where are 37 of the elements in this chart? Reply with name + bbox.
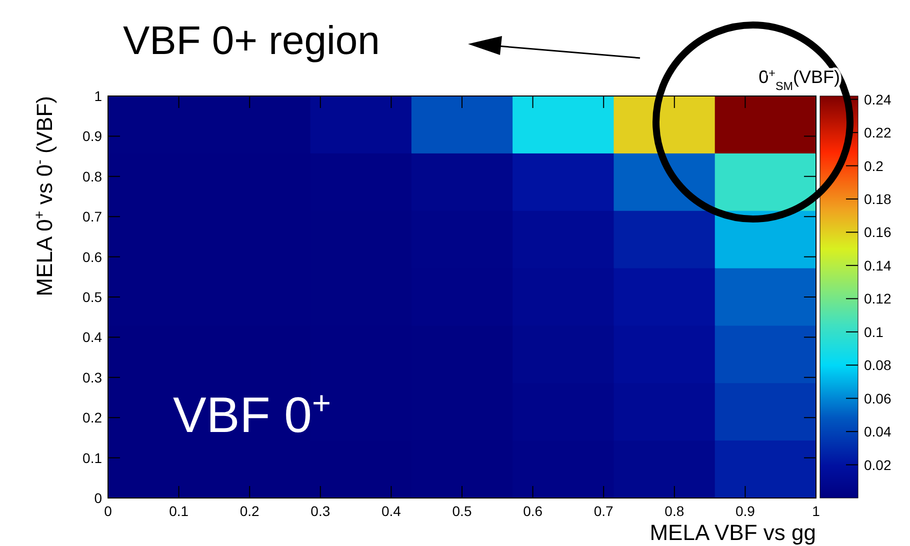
color-bar-label: 0.06	[864, 390, 892, 406]
color-bar-label: 0.04	[864, 424, 892, 440]
y-tick-label: 0.2	[82, 410, 102, 426]
x-tick-label: 0.9	[735, 503, 756, 519]
color-bar-label: 0.02	[864, 456, 892, 473]
color-bar-label: 0.1	[864, 324, 884, 340]
color-bar-label: 0.08	[864, 357, 892, 374]
x-tick-label: 0	[104, 503, 112, 519]
x-tick-label: 0.7	[594, 503, 614, 519]
x-tick-label: 0.4	[381, 503, 402, 519]
y-tick-label: 1	[94, 88, 102, 104]
y-tick-label: 0.3	[82, 369, 102, 386]
color-bar-label: 0.24	[864, 91, 892, 108]
color-bar-label: 0.12	[864, 290, 892, 307]
x-tick-label: 0.8	[664, 503, 684, 519]
color-bar-label: 0.16	[864, 224, 892, 240]
color-bar-label: 0.14	[864, 257, 892, 274]
y-tick-label: 0.8	[82, 168, 102, 184]
y-tick-label: 0.6	[82, 248, 102, 265]
x-tick-label: 0.5	[452, 503, 472, 519]
x-tick-label: 0.6	[523, 503, 543, 519]
y-tick-label: 0.9	[82, 128, 102, 144]
annotation: VBF 0$^{+}$	[173, 385, 331, 443]
y-tick-label: 0	[94, 490, 102, 506]
x-tick-label: 1	[812, 503, 820, 519]
color-bar-label: 0.18	[864, 190, 892, 207]
x-tick-label: 0.1	[169, 503, 189, 519]
x-tick-label: 0.3	[310, 503, 330, 519]
y-tick-label: 0.5	[82, 289, 102, 305]
x-tick-label: 0.2	[240, 503, 260, 519]
color-bar-label: 0.22	[864, 124, 892, 141]
x-axis-title: MELA VBF vs gg	[650, 520, 816, 545]
y-tick-label: 0.4	[82, 329, 102, 346]
text: VBF 0+ region	[123, 19, 380, 63]
y-tick-label: 0.7	[82, 208, 102, 225]
color-bar-label: 0.2	[864, 158, 884, 174]
y-tick-label: 0.1	[82, 450, 102, 466]
